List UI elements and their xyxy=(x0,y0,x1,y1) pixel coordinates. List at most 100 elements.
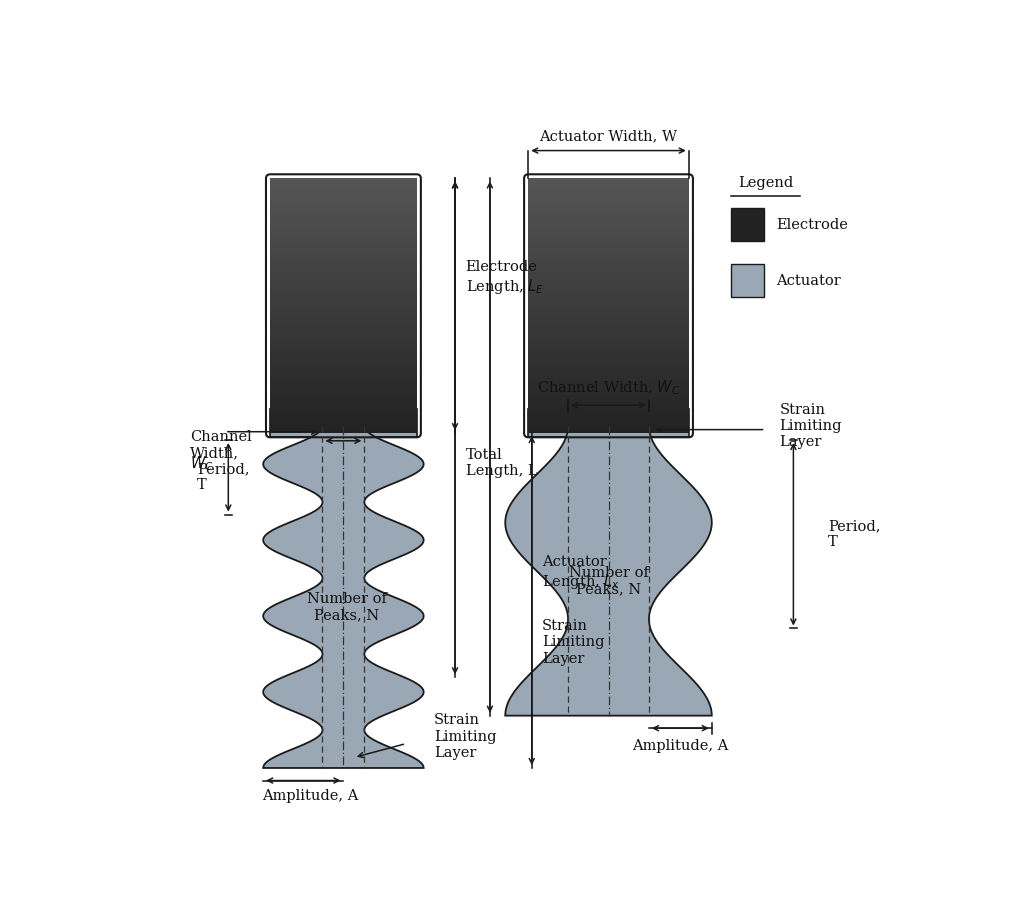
Bar xyxy=(528,403,689,408)
Bar xyxy=(528,416,689,420)
Bar xyxy=(270,403,417,408)
Bar xyxy=(528,191,689,196)
Bar xyxy=(528,310,689,314)
Bar xyxy=(528,387,689,390)
Text: Amplitude, A: Amplitude, A xyxy=(262,789,358,803)
Bar xyxy=(270,217,417,221)
Bar xyxy=(528,251,689,255)
Bar xyxy=(528,400,689,403)
Text: Actuator Width, W: Actuator Width, W xyxy=(540,130,678,144)
Bar xyxy=(270,226,417,229)
Text: Number of
Peaks, N: Number of Peaks, N xyxy=(307,593,387,622)
Bar xyxy=(528,242,689,246)
Bar xyxy=(528,361,689,365)
Polygon shape xyxy=(263,426,424,768)
Bar xyxy=(528,199,689,204)
Bar xyxy=(270,348,417,352)
Bar xyxy=(270,357,417,361)
Bar xyxy=(270,373,417,378)
Bar xyxy=(270,429,417,433)
Bar xyxy=(270,310,417,314)
Bar xyxy=(270,246,417,251)
Bar xyxy=(528,408,689,412)
Bar xyxy=(528,425,689,429)
Bar xyxy=(270,284,417,289)
Bar xyxy=(270,238,417,242)
Bar xyxy=(270,280,417,284)
Bar xyxy=(528,319,689,323)
Bar xyxy=(270,259,417,264)
Bar xyxy=(270,390,417,395)
Bar xyxy=(270,199,417,204)
Bar xyxy=(528,226,689,229)
Bar xyxy=(270,267,417,272)
Text: Electrode: Electrode xyxy=(776,218,848,232)
Bar xyxy=(528,204,689,208)
Bar xyxy=(270,365,417,370)
Text: Number of
Peaks, N: Number of Peaks, N xyxy=(568,566,648,596)
Bar xyxy=(270,335,417,340)
Bar xyxy=(528,267,689,272)
Bar xyxy=(528,264,689,267)
Bar xyxy=(270,229,417,234)
Bar xyxy=(270,314,417,319)
Bar xyxy=(528,187,689,191)
Bar xyxy=(528,293,689,297)
Bar xyxy=(270,408,417,412)
Text: $W_C$: $W_C$ xyxy=(189,455,214,474)
Bar xyxy=(270,344,417,348)
Bar xyxy=(528,327,689,332)
Bar xyxy=(730,264,764,297)
Bar xyxy=(528,276,689,280)
Polygon shape xyxy=(505,426,712,716)
Bar xyxy=(270,352,417,357)
Text: Strain
Limiting
Layer: Strain Limiting Layer xyxy=(779,403,842,449)
Text: Legend: Legend xyxy=(738,177,794,190)
Bar xyxy=(528,378,689,382)
Bar xyxy=(270,297,417,302)
Bar xyxy=(730,207,764,241)
Bar xyxy=(528,420,689,425)
Bar xyxy=(270,196,417,199)
Bar xyxy=(528,370,689,373)
Bar xyxy=(270,323,417,327)
Bar xyxy=(528,332,689,335)
Bar xyxy=(270,178,417,183)
Bar xyxy=(528,259,689,264)
Bar xyxy=(528,335,689,340)
Bar xyxy=(528,352,689,357)
Bar xyxy=(270,416,417,420)
Bar xyxy=(528,217,689,221)
Bar xyxy=(528,395,689,400)
Text: Actuator: Actuator xyxy=(776,274,841,288)
Bar xyxy=(528,178,689,183)
Bar xyxy=(270,264,417,267)
Bar xyxy=(528,196,689,199)
Bar xyxy=(528,208,689,212)
Bar xyxy=(270,204,417,208)
Text: Period,
T: Period, T xyxy=(828,519,881,549)
Bar xyxy=(528,212,689,217)
Text: Actuator
Length, $L_x$: Actuator Length, $L_x$ xyxy=(543,554,621,591)
Bar xyxy=(270,382,417,387)
Text: Strain
Limiting
Layer: Strain Limiting Layer xyxy=(543,619,605,666)
Bar xyxy=(270,212,417,217)
Bar xyxy=(528,314,689,319)
Bar xyxy=(528,429,689,433)
Text: Channel
Width,: Channel Width, xyxy=(189,429,252,460)
Bar xyxy=(270,276,417,280)
Bar xyxy=(528,238,689,242)
Bar xyxy=(528,382,689,387)
Bar xyxy=(528,221,689,226)
Bar xyxy=(270,242,417,246)
Bar xyxy=(270,370,417,373)
Bar xyxy=(270,255,417,259)
Bar xyxy=(270,340,417,344)
Bar xyxy=(270,319,417,323)
Bar xyxy=(528,284,689,289)
Bar xyxy=(270,395,417,400)
Bar xyxy=(528,234,689,238)
Bar xyxy=(270,409,417,437)
Bar xyxy=(528,348,689,352)
Bar xyxy=(270,289,417,293)
